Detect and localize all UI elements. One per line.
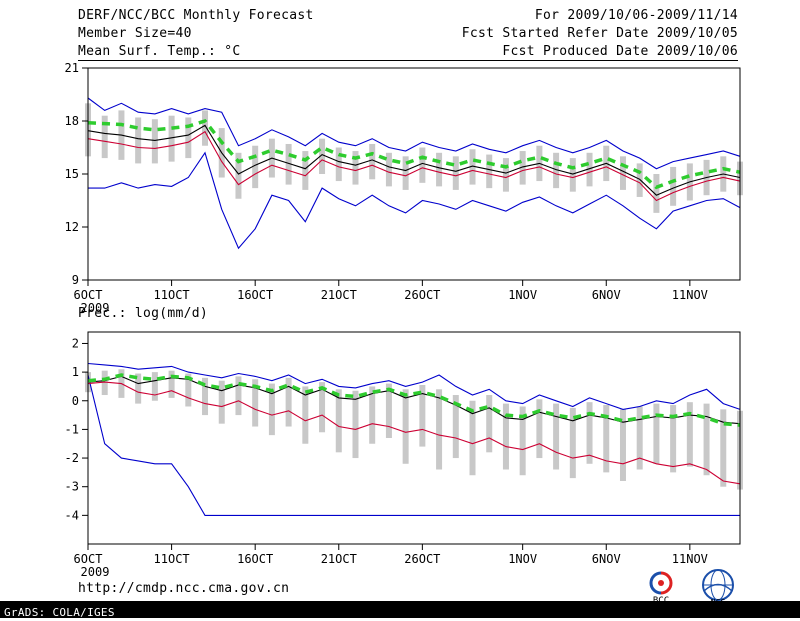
svg-text:11NOV: 11NOV — [672, 288, 708, 302]
grads-credit-bar: GrADS: COLA/IGES — [0, 601, 800, 619]
svg-text:1: 1 — [72, 365, 79, 379]
svg-text:16OCT: 16OCT — [237, 552, 273, 566]
header-separator — [78, 60, 738, 61]
svg-text:18: 18 — [65, 114, 79, 128]
svg-text:9: 9 — [72, 273, 79, 287]
svg-text:15: 15 — [65, 167, 79, 181]
svg-text:2009: 2009 — [81, 565, 110, 579]
svg-text:BCC: BCC — [653, 596, 669, 604]
svg-text:0: 0 — [72, 394, 79, 408]
svg-text:6NOV: 6NOV — [592, 288, 621, 302]
prec-axis-title: Prec.: log(mm/d) — [78, 306, 209, 321]
svg-text:-1: -1 — [65, 422, 79, 436]
produced-date: Fcst Produced Date 2009/10/06 — [502, 44, 738, 59]
svg-text:11OCT: 11OCT — [154, 552, 190, 566]
bcc-logo-icon: BCC — [649, 571, 673, 604]
svg-text:2: 2 — [72, 336, 79, 350]
svg-text:21: 21 — [65, 62, 79, 75]
svg-text:2009: 2009 — [81, 301, 110, 315]
svg-text:26OCT: 26OCT — [404, 552, 440, 566]
svg-text:16OCT: 16OCT — [237, 288, 273, 302]
svg-text:6OCT: 6OCT — [74, 288, 103, 302]
svg-text:21OCT: 21OCT — [321, 288, 357, 302]
svg-text:21OCT: 21OCT — [321, 552, 357, 566]
grads-credit: GrADS: COLA/IGES — [4, 606, 115, 619]
svg-text:11OCT: 11OCT — [154, 288, 190, 302]
svg-text:6OCT: 6OCT — [74, 552, 103, 566]
svg-text:-3: -3 — [65, 480, 79, 494]
temp-axis-title: Mean Surf. Temp.: °C — [78, 44, 241, 59]
svg-text:-2: -2 — [65, 451, 79, 465]
member-size-label: Member Size=40 — [78, 26, 192, 41]
svg-text:11NOV: 11NOV — [672, 552, 708, 566]
temperature-chart: 9 12 15 18 21 6OCT 11OCT 16OCT 21OCT 26OCT 1NOV 6NO… — [65, 62, 743, 315]
svg-text:12: 12 — [65, 220, 79, 234]
footer-url: http://cmdp.ncc.cma.gov.cn — [78, 581, 290, 596]
forecast-date-range: For 2009/10/06-2009/11/14 — [534, 8, 738, 23]
svg-text:6NOV: 6NOV — [592, 552, 621, 566]
refer-date: Fcst Started Refer Date 2009/10/05 — [461, 26, 738, 41]
svg-text:1NOV: 1NOV — [508, 288, 537, 302]
svg-text:1NOV: 1NOV — [508, 552, 537, 566]
svg-text:26OCT: 26OCT — [404, 288, 440, 302]
svg-text:-4: -4 — [65, 508, 79, 522]
app-title: DERF/NCC/BCC Monthly Forecast — [78, 8, 314, 23]
